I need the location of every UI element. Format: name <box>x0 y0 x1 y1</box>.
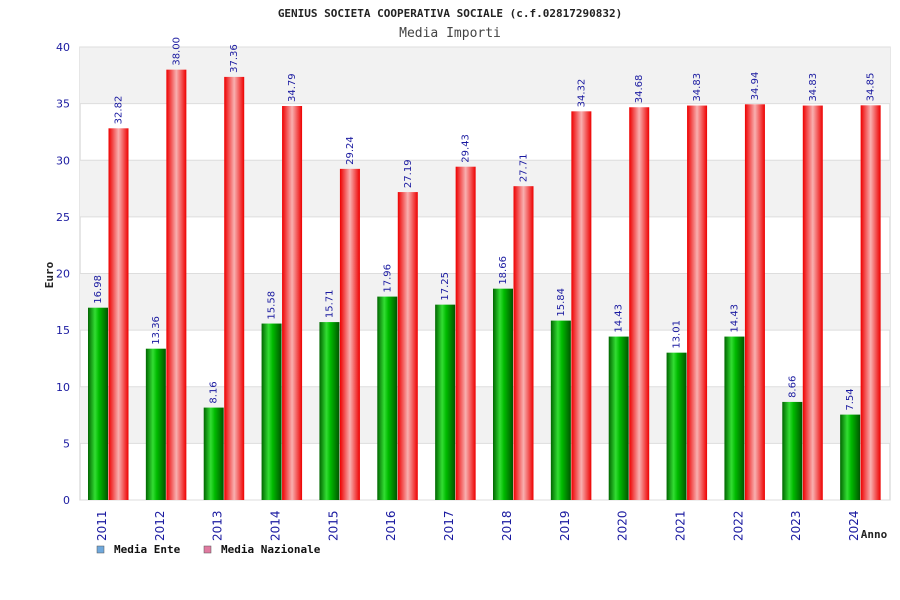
data-label: 29.43 <box>461 134 472 163</box>
y-tick-label: 40 <box>56 41 70 54</box>
legend-label-media-ente: Media Ente <box>114 543 181 556</box>
y-axis-label: Euro <box>43 261 56 288</box>
x-tick-label: 2012 <box>153 510 167 541</box>
bar-media-nazionale-2019 <box>571 111 592 501</box>
bar-media-ente-2024 <box>840 414 861 500</box>
bar-media-nazionale-2014 <box>282 106 303 501</box>
bar-media-ente-2020 <box>608 336 629 500</box>
x-tick-label: 2014 <box>269 510 283 541</box>
bar-media-nazionale-2018 <box>513 186 534 500</box>
bar-media-ente-2022 <box>724 336 745 500</box>
data-label: 34.32 <box>576 79 587 108</box>
x-tick-label: 2022 <box>731 510 745 541</box>
x-tick-label: 2020 <box>616 510 630 541</box>
y-tick-label: 35 <box>56 98 70 111</box>
grid-band <box>80 160 890 217</box>
data-label: 15.71 <box>324 289 335 318</box>
bar-media-ente-2023 <box>782 401 803 500</box>
data-label: 14.43 <box>614 304 625 333</box>
bar-media-nazionale-2016 <box>397 192 418 501</box>
bar-media-ente-2015 <box>319 322 340 500</box>
y-tick-label: 20 <box>56 268 70 281</box>
data-label: 34.68 <box>634 75 645 104</box>
data-label: 18.66 <box>498 256 509 285</box>
data-label: 29.24 <box>345 136 356 165</box>
y-tick-label: 0 <box>63 494 70 507</box>
data-label: 34.83 <box>808 73 819 102</box>
bar-media-ente-2011 <box>88 307 108 500</box>
y-tick-label: 15 <box>56 324 70 337</box>
data-label: 38.00 <box>171 37 182 66</box>
data-label: 8.16 <box>209 381 220 403</box>
x-axis-ticks: 2011 2012 2013 2014 2015 2016 2017 2018 2019 2020… <box>95 510 861 541</box>
legend-swatch-media-nazionale <box>203 545 212 554</box>
grid-band <box>80 386 890 444</box>
x-tick-label: 2015 <box>326 510 340 541</box>
chart-title: GENIUS SOCIETA COOPERATIVA SOCIALE (c.f.… <box>278 7 622 20</box>
bar-media-ente-2012 <box>145 348 166 500</box>
bar-media-ente-2014 <box>261 323 282 500</box>
data-label: 8.66 <box>787 376 798 398</box>
data-label: 27.71 <box>519 154 530 183</box>
legend: Media Ente Media Nazionale <box>96 543 321 556</box>
x-tick-label: 2017 <box>442 510 456 541</box>
bar-media-ente-2016 <box>377 296 398 500</box>
y-tick-label: 30 <box>56 154 70 167</box>
bar-media-ente-2017 <box>435 304 456 500</box>
x-tick-label: 2019 <box>558 510 572 541</box>
bar-media-nazionale-2017 <box>455 166 476 500</box>
data-label: 15.58 <box>267 291 278 320</box>
x-tick-label: 2011 <box>95 510 109 541</box>
bar-media-nazionale-2011 <box>108 128 129 500</box>
data-label: 34.79 <box>287 73 298 102</box>
data-label: 32.82 <box>114 96 125 125</box>
x-tick-label: 2021 <box>674 510 688 541</box>
bars: 16.98 13.36 8.16 15.58 15.71 17.96 17.25 18.66 1… <box>88 37 881 501</box>
grid-bands <box>79 46 891 501</box>
bar-media-nazionale-2012 <box>166 69 187 501</box>
data-label: 34.85 <box>866 73 877 102</box>
y-tick-label: 10 <box>56 381 70 394</box>
data-label: 16.98 <box>93 275 104 304</box>
bar-media-ente-2013 <box>203 407 224 500</box>
bar-media-nazionale-2015 <box>339 168 360 500</box>
data-label: 37.36 <box>229 44 240 73</box>
data-label: 34.83 <box>692 73 703 102</box>
data-label: 34.94 <box>750 72 761 101</box>
data-label: 15.84 <box>556 288 567 317</box>
bar-media-ente-2018 <box>493 288 513 500</box>
x-tick-label: 2024 <box>847 510 861 541</box>
data-label: 13.01 <box>672 320 683 349</box>
grid-band <box>80 47 890 104</box>
bar-media-nazionale-2021 <box>687 105 708 501</box>
data-label: 7.54 <box>845 388 856 410</box>
grid-band <box>80 273 890 331</box>
bar-media-nazionale-2022 <box>744 104 765 500</box>
bar-media-nazionale-2024 <box>860 105 881 500</box>
x-tick-label: 2018 <box>500 510 514 541</box>
y-tick-label: 25 <box>56 211 70 224</box>
bar-media-ente-2021 <box>666 352 687 500</box>
x-tick-label: 2023 <box>789 510 803 541</box>
legend-swatch-media-ente <box>96 545 105 554</box>
bar-media-nazionale-2020 <box>629 107 650 501</box>
data-label: 14.43 <box>729 304 740 333</box>
x-tick-label: 2013 <box>211 510 225 541</box>
bar-media-ente-2019 <box>550 320 571 500</box>
y-tick-label: 5 <box>63 437 70 450</box>
bar-media-nazionale-2023 <box>802 105 823 501</box>
y-axis-ticks: 0 5 10 15 20 25 30 35 40 <box>56 41 70 507</box>
data-label: 27.19 <box>403 159 414 188</box>
data-label: 17.96 <box>382 264 393 293</box>
x-tick-label: 2016 <box>384 510 398 541</box>
legend-label-media-nazionale: Media Nazionale <box>221 543 321 556</box>
bar-media-nazionale-2013 <box>224 76 245 500</box>
data-label: 13.36 <box>151 316 162 345</box>
chart-subtitle: Media Importi <box>399 26 501 41</box>
x-axis-label: Anno <box>861 528 888 541</box>
data-label: 17.25 <box>440 272 451 301</box>
